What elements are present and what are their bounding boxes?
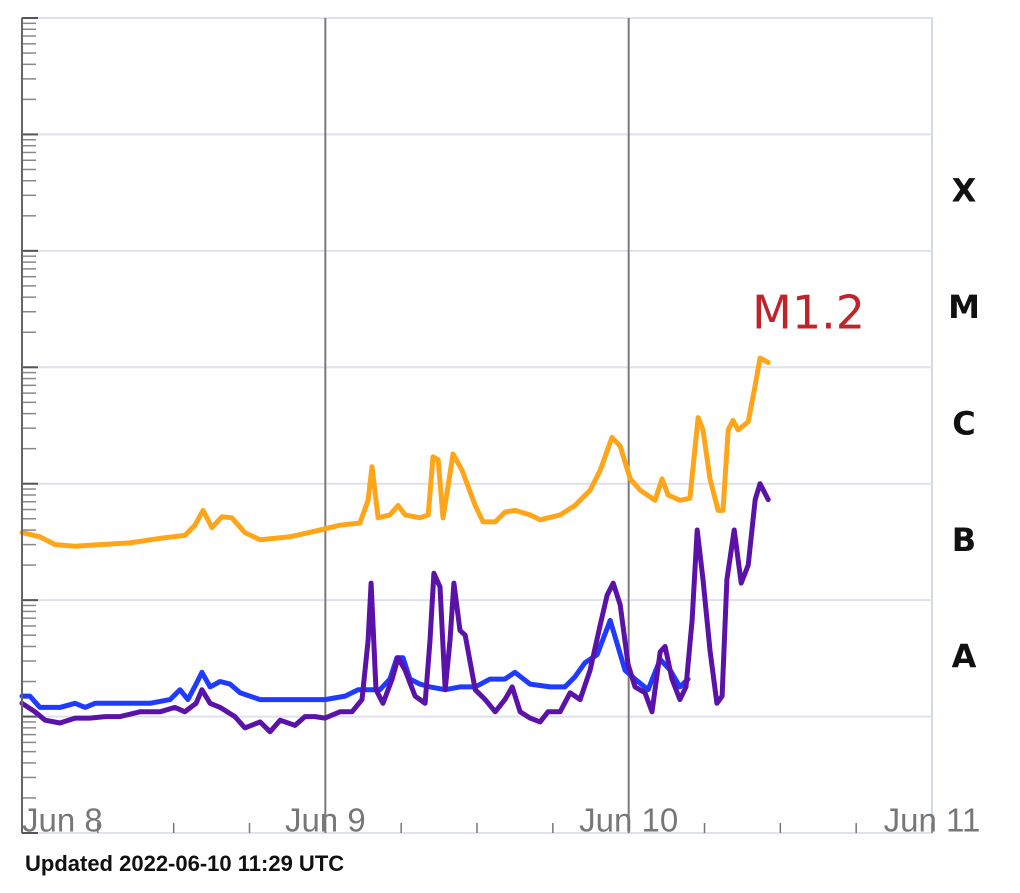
series-line	[19, 481, 771, 735]
x-tick-label: Jun 11	[884, 802, 981, 839]
class-label: B	[952, 521, 976, 559]
footer: Updated 2022-06-10 11:29 UTC	[25, 851, 344, 876]
x-tick-label: Jun 10	[579, 802, 678, 839]
class-label: C	[952, 405, 975, 443]
axes: Jun 8 Jun 9 Jun 10 Jun 11 X M C B A M1.2	[21, 17, 981, 839]
series-line	[19, 355, 771, 549]
x-tick-label: Jun 9	[285, 802, 366, 839]
x-tick-label: Jun 8	[22, 802, 103, 839]
annotation: M1.2	[752, 286, 865, 340]
lines	[19, 355, 771, 735]
class-label: M	[948, 288, 980, 326]
class-label: A	[952, 637, 977, 675]
class-label: X	[952, 172, 977, 210]
